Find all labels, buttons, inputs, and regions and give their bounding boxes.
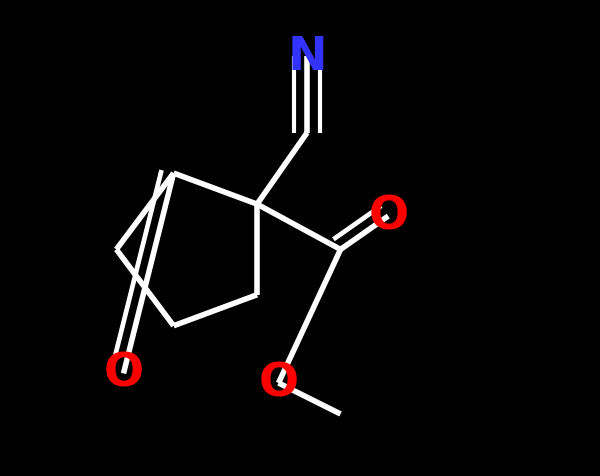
Text: N: N xyxy=(287,35,327,79)
Text: O: O xyxy=(103,351,143,396)
Text: O: O xyxy=(368,194,409,239)
Text: O: O xyxy=(259,361,299,406)
